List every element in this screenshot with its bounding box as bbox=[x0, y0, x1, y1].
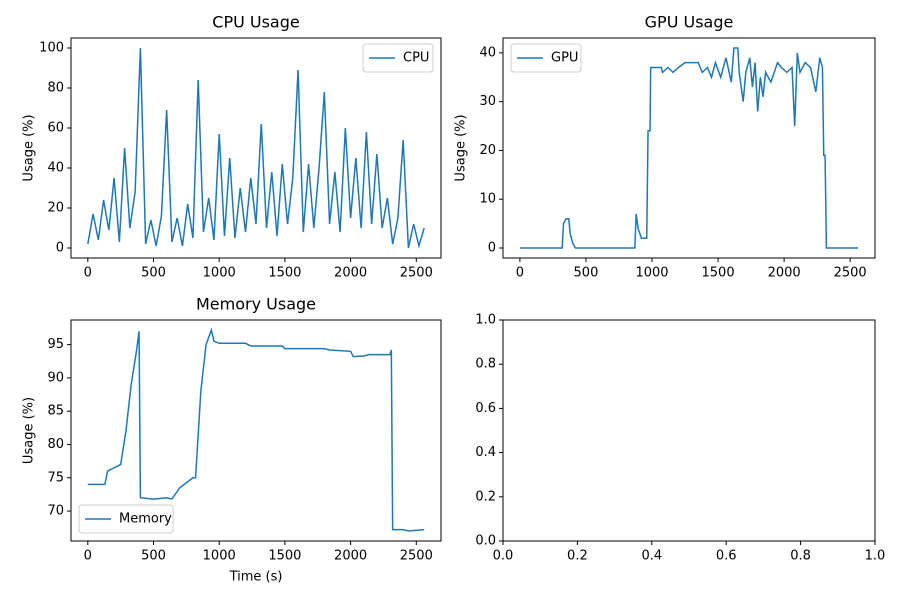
x-tick-label: 0 bbox=[516, 266, 524, 281]
y-tick-label: 0.2 bbox=[475, 489, 496, 504]
x-tick-label: 1500 bbox=[268, 266, 301, 281]
axes-frame bbox=[502, 319, 876, 542]
legend: CPU bbox=[362, 43, 434, 73]
y-tick-label: 20 bbox=[47, 201, 64, 216]
y-tick-label: 90 bbox=[47, 370, 64, 385]
plot-area bbox=[503, 320, 875, 541]
data-line bbox=[519, 47, 859, 249]
data-line bbox=[87, 47, 425, 249]
y-tick-label: 30 bbox=[479, 94, 496, 109]
legend-label: GPU bbox=[551, 51, 578, 66]
x-tick-label: 2500 bbox=[834, 266, 867, 281]
legend-box bbox=[362, 43, 434, 73]
legend: GPU bbox=[510, 43, 582, 73]
x-tick-label: 0.6 bbox=[716, 549, 737, 564]
y-axis-label: Usage (%) bbox=[454, 114, 469, 181]
x-tick-label: 2500 bbox=[400, 549, 433, 564]
y-tick-label: 40 bbox=[47, 161, 64, 176]
axes-frame bbox=[502, 37, 876, 259]
axes-frame bbox=[70, 319, 442, 542]
legend-label: Memory bbox=[119, 512, 172, 527]
y-tick-label: 0.6 bbox=[475, 401, 496, 416]
x-axis-label: Time (s) bbox=[229, 570, 283, 585]
y-tick-label: 70 bbox=[47, 504, 64, 519]
x-tick-label: 0.0 bbox=[493, 549, 514, 564]
data-line bbox=[87, 327, 425, 532]
subplot: 0 500 1000 1500 2000 2500 0 10 20 30 40 GPU Usage Us… bbox=[454, 13, 876, 281]
plot-area bbox=[71, 320, 441, 541]
x-tick-label: 0.2 bbox=[567, 549, 588, 564]
x-tick-label: 2000 bbox=[334, 549, 367, 564]
y-tick-label: 60 bbox=[47, 121, 64, 136]
x-tick-label: 2000 bbox=[768, 266, 801, 281]
x-tick-label: 0.4 bbox=[641, 549, 662, 564]
y-tick-label: 0.0 bbox=[475, 534, 496, 549]
x-tick-label: 500 bbox=[141, 266, 166, 281]
y-tick-label: 75 bbox=[47, 470, 64, 485]
chart-title: CPU Usage bbox=[212, 13, 299, 32]
chart-title: GPU Usage bbox=[645, 13, 734, 32]
y-tick-label: 100 bbox=[39, 41, 64, 56]
y-axis-label: Usage (%) bbox=[22, 397, 37, 464]
y-tick-label: 85 bbox=[47, 404, 64, 419]
x-tick-label: 2000 bbox=[334, 266, 367, 281]
chart-title: Memory Usage bbox=[196, 295, 316, 314]
y-tick-label: 80 bbox=[47, 437, 64, 452]
x-tick-label: 1000 bbox=[203, 266, 236, 281]
axes-frame bbox=[70, 37, 442, 259]
y-tick-label: 0.4 bbox=[475, 445, 496, 460]
x-tick-label: 0.8 bbox=[790, 549, 811, 564]
x-tick-label: 0 bbox=[84, 266, 92, 281]
legend-box bbox=[78, 504, 174, 534]
subplot: 0 500 1000 1500 2000 2500 0 20 40 60 80 100 CPU Usag… bbox=[22, 13, 442, 281]
x-tick-label: 1.0 bbox=[865, 549, 886, 564]
legend-box bbox=[510, 43, 582, 73]
x-tick-label: 1000 bbox=[635, 266, 668, 281]
y-axis-label: Usage (%) bbox=[22, 114, 37, 181]
y-tick-label: 20 bbox=[479, 143, 496, 158]
y-tick-label: 80 bbox=[47, 81, 64, 96]
y-tick-label: 40 bbox=[479, 45, 496, 60]
y-tick-label: 0 bbox=[56, 241, 64, 256]
x-tick-label: 2500 bbox=[400, 266, 433, 281]
x-tick-label: 500 bbox=[141, 549, 166, 564]
x-tick-label: 1500 bbox=[268, 549, 301, 564]
x-tick-label: 500 bbox=[574, 266, 599, 281]
subplot: 0 500 1000 1500 2000 2500 70 75 80 85 90 95 Memory U… bbox=[22, 295, 442, 585]
legend-label: CPU bbox=[403, 51, 429, 66]
y-tick-label: 95 bbox=[47, 337, 64, 352]
x-tick-label: 1000 bbox=[203, 549, 236, 564]
y-tick-label: 10 bbox=[479, 192, 496, 207]
x-tick-label: 1500 bbox=[702, 266, 735, 281]
subplot: 0.0 0.2 0.4 0.6 0.8 1.0 0.0 0.2 0.4 0.6 0.8 1.0 bbox=[475, 313, 885, 564]
x-tick-label: 0 bbox=[84, 549, 92, 564]
y-tick-label: 1.0 bbox=[475, 313, 496, 328]
legend: Memory bbox=[78, 504, 174, 534]
y-tick-label: 0 bbox=[488, 241, 496, 256]
y-tick-label: 0.8 bbox=[475, 357, 496, 372]
